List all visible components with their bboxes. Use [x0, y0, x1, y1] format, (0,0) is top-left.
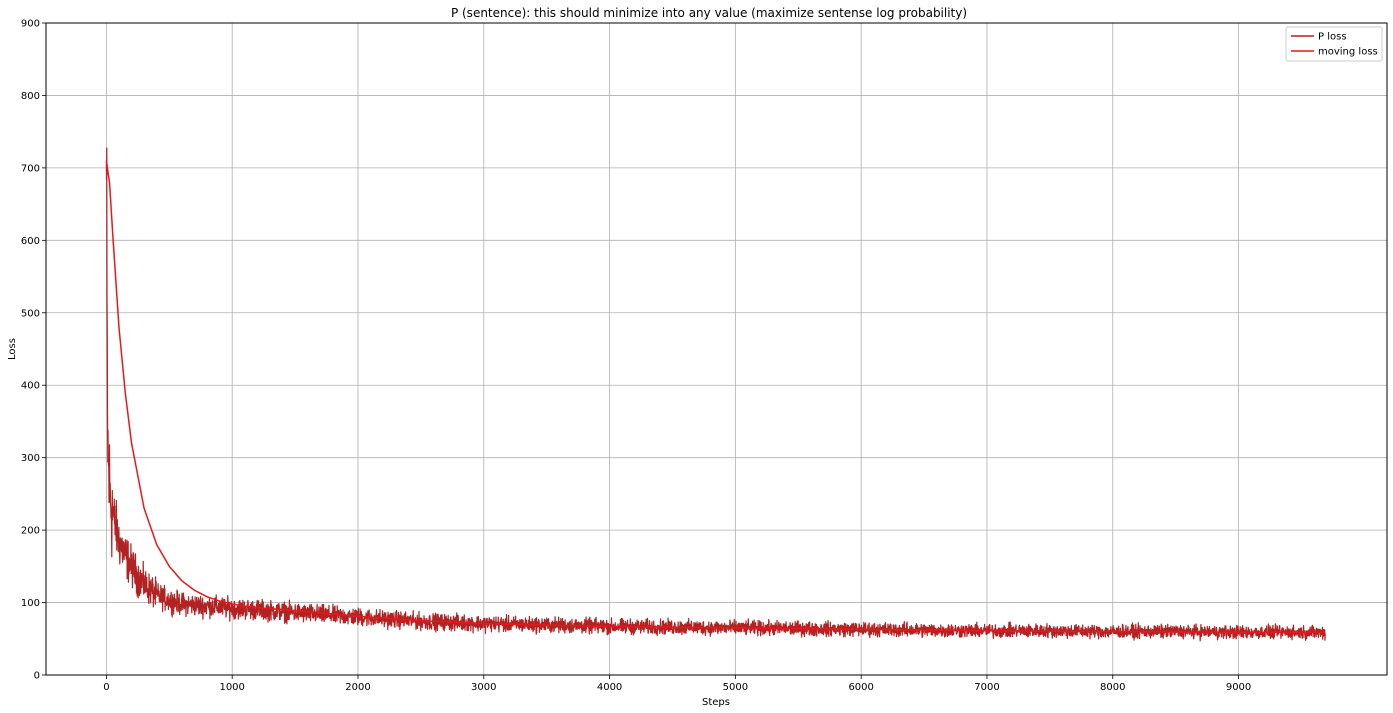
series-layer — [105, 147, 1326, 642]
x-tick-label: 7000 — [974, 682, 999, 693]
y-axis-label: Loss — [7, 338, 18, 360]
legend-label-moving-loss: moving loss — [1318, 47, 1378, 58]
legend-label-p-loss: P loss — [1318, 32, 1347, 43]
chart-title: P (sentence): this should minimize into … — [451, 6, 967, 20]
series-line-moving-loss — [105, 160, 1326, 634]
y-tick-label: 0 — [34, 671, 40, 682]
x-tick-label: 1000 — [219, 682, 244, 693]
legend: P loss moving loss — [1285, 26, 1383, 62]
x-axis-ticks: 0 1000 2000 3000 4000 5000 6000 7000 8000 9000 — [103, 675, 1251, 693]
x-tick-label: 4000 — [597, 682, 622, 693]
x-tick-label: 5000 — [723, 682, 748, 693]
x-axis-label: Steps — [702, 697, 730, 708]
y-tick-label: 700 — [21, 163, 40, 174]
y-tick-label: 100 — [21, 598, 40, 609]
y-axis-ticks: 0 100 200 300 400 500 600 700 800 900 — [21, 19, 46, 682]
y-tick-label: 500 — [21, 308, 40, 319]
y-tick-label: 400 — [21, 381, 40, 392]
y-tick-label: 900 — [21, 19, 40, 30]
plot-frame — [45, 22, 1388, 676]
y-tick-label: 300 — [21, 453, 40, 464]
x-tick-label: 0 — [103, 682, 109, 693]
x-tick-label: 3000 — [471, 682, 496, 693]
x-tick-label: 8000 — [1100, 682, 1125, 693]
x-tick-label: 9000 — [1226, 682, 1251, 693]
y-tick-label: 800 — [21, 91, 40, 102]
y-tick-label: 600 — [21, 236, 40, 247]
y-tick-label: 200 — [21, 526, 40, 537]
x-tick-label: 6000 — [848, 682, 873, 693]
x-tick-label: 2000 — [345, 682, 370, 693]
